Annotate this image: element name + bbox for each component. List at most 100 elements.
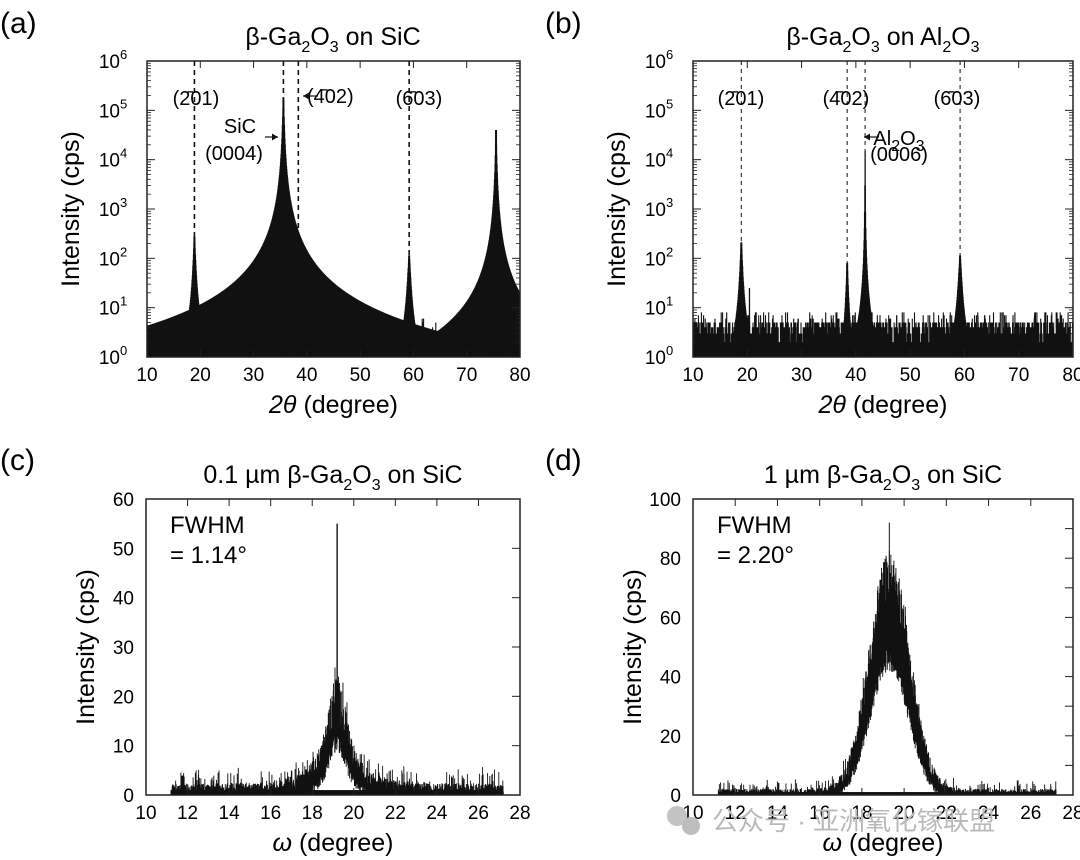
x-tick-label: 18 — [851, 803, 872, 824]
y-tick-exponent: 6 — [666, 47, 673, 62]
y-tick-label: 40 — [660, 668, 681, 689]
x-tick-label: 60 — [954, 365, 975, 386]
panel-label: (a) — [0, 7, 37, 40]
x-tick-label: 26 — [1020, 803, 1041, 824]
x-axis-unit: (degree) — [297, 391, 398, 419]
y-axis-label: Intensity (cps) — [72, 569, 100, 725]
wechat-icon — [667, 806, 687, 826]
data-trace — [693, 151, 1073, 357]
peak-annotation: (0006) — [870, 144, 928, 166]
x-tick-label: 14 — [219, 803, 241, 824]
fwhm-label: FWHM — [717, 512, 792, 539]
x-tick-label: 24 — [426, 803, 448, 824]
y-tick-exponent: 4 — [666, 146, 673, 161]
chart-title: β-Ga2O3 on Al2O3 — [786, 23, 979, 56]
annotation-text: O — [900, 128, 916, 150]
x-tick-label: 26 — [468, 803, 489, 824]
y-tick-label: 103 — [99, 195, 127, 221]
y-tick-label: 30 — [113, 638, 134, 659]
x-tick-label: 28 — [1062, 803, 1080, 824]
chart-title: 0.1 µm β-Ga2O3 on SiC — [203, 461, 462, 494]
y-tick-label: 20 — [660, 727, 681, 748]
arrow-402-icon-head — [303, 92, 309, 100]
title-text: 1 µm β-Ga — [764, 461, 883, 489]
title-text: O — [352, 461, 371, 489]
title-text: on SiC — [381, 461, 463, 489]
x-tick-label: 50 — [350, 365, 371, 386]
title-subscript: 3 — [911, 477, 920, 494]
title-subscript: 3 — [871, 39, 880, 56]
x-tick-label: 16 — [809, 803, 830, 824]
y-tick-label: 101 — [645, 294, 673, 320]
y-tick-exponent: 4 — [120, 146, 127, 161]
peak-annotation: (6̄03) — [396, 88, 443, 110]
x-tick-label: 70 — [456, 365, 477, 386]
peak-annotation: (0004) — [205, 143, 263, 165]
y-tick-label: 104 — [645, 146, 673, 172]
x-axis-label: 2θ (degree) — [818, 391, 948, 419]
y-tick-exponent: 3 — [666, 195, 673, 210]
y-axis-label: Intensity (cps) — [57, 131, 85, 287]
y-tick-exponent: 1 — [666, 294, 673, 309]
y-tick-base: 10 — [645, 299, 666, 320]
x-tick-label: 16 — [260, 803, 281, 824]
x-tick-label: 30 — [791, 365, 812, 386]
x-axis-unit: (degree) — [842, 829, 943, 857]
y-tick-label: 104 — [99, 146, 127, 172]
title-text: O — [892, 461, 911, 489]
y-tick-exponent: 2 — [120, 244, 127, 259]
fwhm-value: = 2.20° — [717, 542, 794, 569]
x-tick-label: 20 — [343, 803, 364, 824]
y-tick-label: 102 — [99, 244, 127, 270]
title-subscript: 3 — [971, 39, 980, 56]
y-tick-label: 60 — [660, 608, 681, 629]
y-tick-exponent: 5 — [666, 96, 673, 111]
y-tick-label: 50 — [113, 539, 134, 560]
y-tick-base: 10 — [645, 249, 666, 270]
fwhm-value: = 1.14° — [170, 542, 247, 569]
x-tick-label: 40 — [296, 365, 317, 386]
x-tick-label: 20 — [737, 365, 758, 386]
y-tick-exponent: 2 — [666, 244, 673, 259]
panel-label: (c) — [0, 444, 35, 477]
baseline-band — [170, 790, 504, 795]
annotation-text: Al — [873, 128, 891, 150]
data-layer — [693, 61, 1073, 357]
x-tick-label: 10 — [135, 803, 156, 824]
y-tick-base: 10 — [99, 299, 120, 320]
peak-annotation: (4̄02) — [307, 86, 354, 108]
y-tick-label: 40 — [113, 589, 134, 610]
fwhm-label: FWHM — [170, 512, 245, 539]
y-tick-label: 105 — [645, 96, 673, 122]
y-tick-base: 10 — [99, 200, 120, 221]
x-axis-unit: (degree) — [292, 829, 393, 857]
baseline-band — [718, 792, 1057, 795]
title-subscript: 3 — [372, 477, 381, 494]
y-tick-exponent: 5 — [120, 96, 127, 111]
x-tick-label: 12 — [177, 803, 198, 824]
x-axis-symbol: 2θ — [268, 391, 297, 419]
y-tick-label: 20 — [113, 687, 134, 708]
al2o3-arrow-icon-head — [864, 133, 870, 141]
x-tick-label: 30 — [243, 365, 264, 386]
title-subscript: 3 — [330, 39, 339, 56]
x-tick-label: 60 — [403, 365, 424, 386]
title-text: β-Ga — [786, 23, 842, 51]
title-text: O — [851, 23, 870, 51]
x-axis-label: 2θ (degree) — [268, 391, 398, 419]
data-trace — [147, 97, 520, 357]
title-text: on SiC — [339, 23, 421, 51]
y-tick-label: 106 — [99, 47, 127, 73]
y-tick-label: 10 — [113, 737, 134, 758]
x-axis-unit: (degree) — [846, 391, 947, 419]
title-subscript: 2 — [301, 39, 310, 56]
y-tick-label: 105 — [99, 96, 127, 122]
y-tick-label: 0 — [123, 786, 134, 807]
y-tick-base: 10 — [99, 101, 120, 122]
y-tick-label: 103 — [645, 195, 673, 221]
y-tick-label: 106 — [645, 47, 673, 73]
y-tick-label: 101 — [99, 294, 127, 320]
annotation-subscript: 2 — [891, 138, 900, 155]
